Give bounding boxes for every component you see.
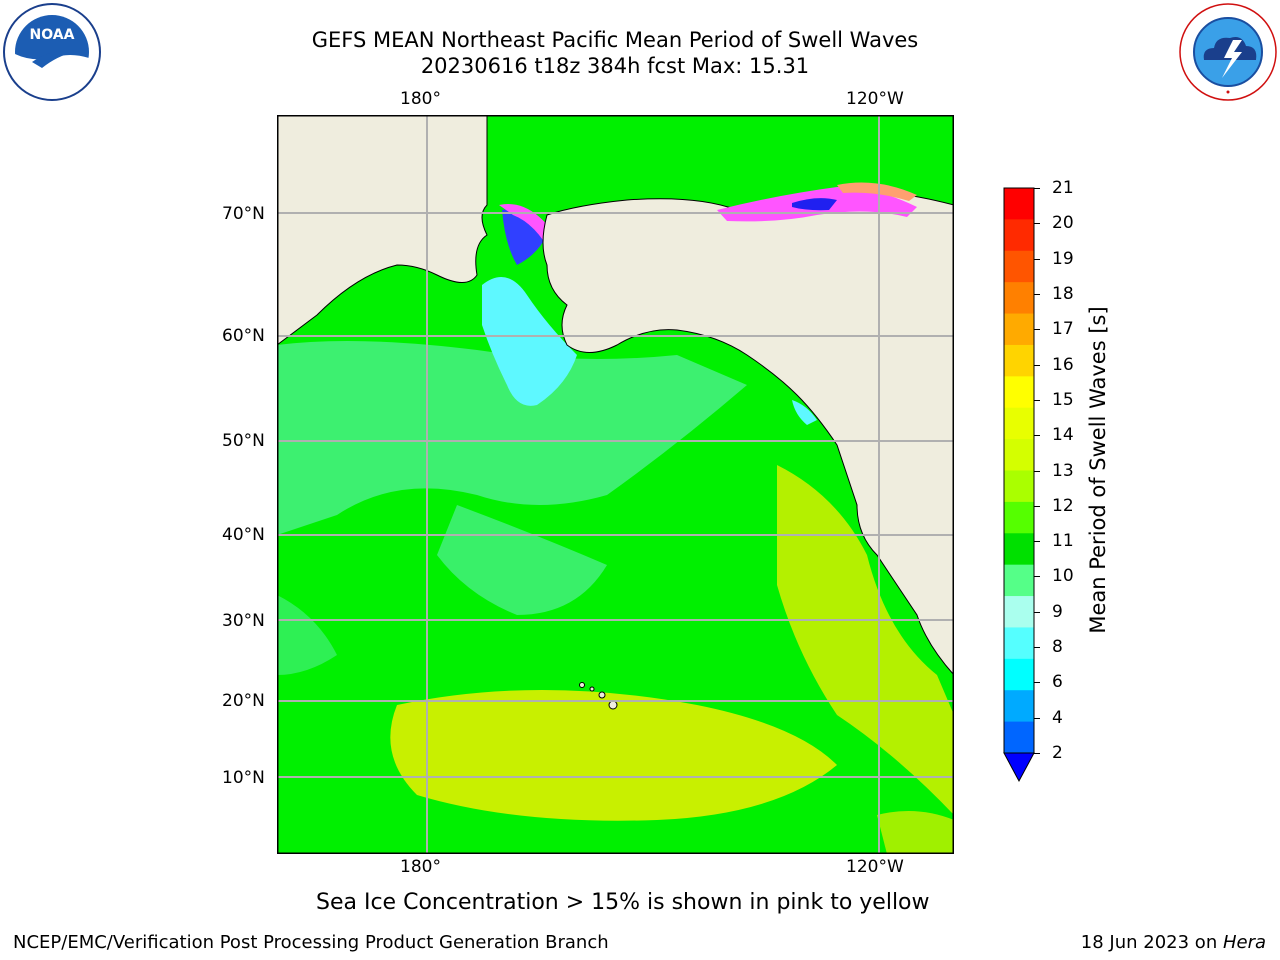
ocean-yellowgreen-coast xyxy=(777,465,954,815)
lon-label-bottom-120w: 120°W xyxy=(846,857,904,877)
colorbar-tick xyxy=(1034,293,1040,295)
chart-title: GEFS MEAN Northeast Pacific Mean Period … xyxy=(0,27,1230,79)
lon-label-top-180: 180° xyxy=(400,89,441,109)
hawaii-3 xyxy=(598,691,606,699)
colorbar-tick xyxy=(1034,399,1040,401)
lat-label-70n: 70°N xyxy=(222,204,265,224)
map-panel xyxy=(277,115,954,854)
colorbar-tick xyxy=(1034,364,1040,366)
lon-label-bottom-180: 180° xyxy=(400,857,441,877)
colorbar-band xyxy=(1004,219,1034,252)
ice-blue-core xyxy=(792,198,837,211)
colorbar-band xyxy=(1004,344,1034,377)
colorbar-tick xyxy=(1034,223,1040,225)
colorbar-tick xyxy=(1034,505,1040,507)
footer-left: NCEP/EMC/Verification Post Processing Pr… xyxy=(13,932,609,953)
colorbar-band xyxy=(1004,501,1034,534)
footer-date: 18 Jun 2023 on xyxy=(1080,932,1223,953)
lat-label-60n: 60°N xyxy=(222,326,265,346)
colorbar-tick xyxy=(1034,753,1040,754)
map-svg xyxy=(277,115,954,854)
colorbar-band xyxy=(1004,533,1034,566)
footer-host: Hera xyxy=(1222,932,1266,953)
ocean-yellowgreen-southeast xyxy=(877,811,954,854)
hawaii-1 xyxy=(579,682,585,688)
colorbar-band xyxy=(1004,407,1034,440)
footer-right: 18 Jun 2023 on Hera xyxy=(1081,932,1266,953)
colorbar-tick xyxy=(1034,611,1040,613)
lon-label-top-120w: 120°W xyxy=(846,89,904,109)
ocean-lightgreen-mid xyxy=(437,505,607,615)
colorbar-tick-label: 2 xyxy=(1052,743,1063,763)
colorbar-band xyxy=(1004,658,1034,691)
colorbar-tick xyxy=(1034,682,1040,684)
noaa-logo-text: NOAA xyxy=(30,27,75,43)
lat-label-40n: 40°N xyxy=(222,525,265,545)
colorbar-band xyxy=(1004,690,1034,723)
gulf-cyan-patch xyxy=(792,400,817,425)
bering-cyan xyxy=(482,277,577,406)
colorbar-tick-label: 8 xyxy=(1052,637,1063,658)
colorbar-band xyxy=(1004,188,1034,220)
colorbar-band xyxy=(1004,439,1034,471)
colorbar-tick-label: 9 xyxy=(1052,601,1063,622)
colorbar-tick-label: 17 xyxy=(1052,319,1074,340)
colorbar-band xyxy=(1004,721,1034,754)
colorbar-band xyxy=(1004,627,1034,660)
colorbar-band xyxy=(1004,250,1034,283)
hawaii-2 xyxy=(589,686,595,692)
colorbar-band xyxy=(1004,313,1034,346)
colorbar xyxy=(1000,185,1040,785)
colorbar-tick xyxy=(1034,258,1040,260)
nws-logo xyxy=(1178,2,1278,102)
title-line-1: GEFS MEAN Northeast Pacific Mean Period … xyxy=(311,28,919,52)
colorbar-svg xyxy=(1003,187,1035,783)
colorbar-tick-label: 13 xyxy=(1052,460,1074,481)
colorbar-tick xyxy=(1034,470,1040,472)
colorbar-tick-label: 6 xyxy=(1052,672,1063,693)
colorbar-tick-label: 19 xyxy=(1052,248,1074,269)
gridlines xyxy=(277,115,954,854)
lat-label-20n: 20°N xyxy=(222,691,265,711)
colorbar-tick xyxy=(1034,576,1040,578)
colorbar-tick-label: 16 xyxy=(1052,354,1074,375)
ocean-lightgreen-west xyxy=(277,595,337,675)
colorbar-tick-label: 12 xyxy=(1052,495,1074,516)
ice-north-orange xyxy=(837,182,917,201)
colorbar-tick xyxy=(1034,329,1040,331)
colorbar-band xyxy=(1004,596,1034,628)
colorbar-tick-label: 21 xyxy=(1052,178,1074,198)
colorbar-extend-triangle xyxy=(1003,752,1035,783)
colorbar-band xyxy=(1004,470,1034,503)
ocean-lightgreen-north xyxy=(277,341,747,535)
colorbar-tick xyxy=(1034,435,1040,437)
colorbar-tick-label: 14 xyxy=(1052,425,1074,446)
noaa-logo: NOAA xyxy=(2,2,102,102)
colorbar-tick xyxy=(1034,541,1040,543)
hawaii-4 xyxy=(608,700,618,710)
sea-ice-note: Sea Ice Concentration > 15% is shown in … xyxy=(316,890,930,915)
colorbar-tick xyxy=(1034,188,1040,189)
colorbar-tick xyxy=(1034,647,1040,649)
colorbar-tick-label: 11 xyxy=(1052,531,1074,552)
colorbar-tick-label: 10 xyxy=(1052,566,1074,587)
colorbar-tick-label: 4 xyxy=(1052,707,1063,728)
colorbar-tick-label: 18 xyxy=(1052,283,1074,304)
colorbar-tick-label: 15 xyxy=(1052,389,1074,410)
lat-label-30n: 30°N xyxy=(222,611,265,631)
land-siberia xyxy=(277,115,488,346)
colorbar-tick xyxy=(1034,717,1040,719)
ocean-yellowgreen-south xyxy=(390,690,837,821)
colorbar-tick-label: 20 xyxy=(1052,213,1074,234)
lat-label-10n: 10°N xyxy=(222,768,265,788)
title-line-2: 20230616 t18z 384h fcst Max: 15.31 xyxy=(420,54,810,78)
lat-label-50n: 50°N xyxy=(222,431,265,451)
colorbar-band xyxy=(1004,282,1034,315)
colorbar-band xyxy=(1004,564,1034,597)
colorbar-band xyxy=(1004,376,1034,409)
